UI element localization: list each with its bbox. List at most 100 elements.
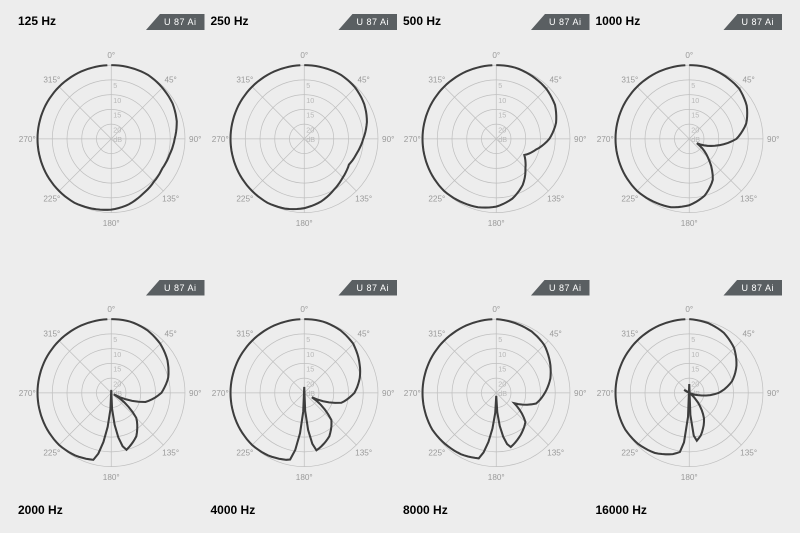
svg-text:dB: dB [691, 136, 700, 144]
svg-text:135°: 135° [547, 194, 564, 203]
svg-text:dB: dB [498, 136, 507, 144]
svg-text:315°: 315° [428, 329, 445, 338]
svg-text:20: 20 [691, 126, 699, 134]
polar-grid: 125 Hz U 87 Ai 0° 45° 90° 135° 180° 225° 270° 315… [0, 0, 800, 533]
svg-text:10: 10 [113, 97, 121, 105]
frequency-label: 16000 Hz [596, 503, 647, 517]
polar-panel-125Hz: 125 HzU 87 Ai0°45°90°135°180°225°270°315… [16, 18, 207, 272]
svg-text:15: 15 [306, 112, 314, 120]
svg-text:135°: 135° [355, 194, 372, 203]
svg-text:0°: 0° [300, 51, 308, 60]
polar-panel-16000Hz: 16000 HzU 87 Ai0°45°90°135°180°225°270°3… [594, 272, 785, 526]
svg-text:15: 15 [306, 365, 314, 373]
svg-text:225°: 225° [236, 448, 253, 457]
svg-text:180°: 180° [680, 219, 697, 228]
svg-text:20: 20 [691, 380, 699, 388]
frequency-label: 125 Hz [18, 14, 56, 28]
svg-text:0°: 0° [107, 304, 115, 313]
svg-text:20: 20 [498, 380, 506, 388]
svg-text:315°: 315° [621, 329, 638, 338]
svg-text:0°: 0° [685, 51, 693, 60]
frequency-label: 500 Hz [403, 14, 441, 28]
frequency-label: 8000 Hz [403, 503, 448, 517]
svg-text:180°: 180° [680, 472, 697, 481]
svg-text:180°: 180° [103, 219, 120, 228]
svg-text:15: 15 [691, 112, 699, 120]
polar-panel-4000Hz: 4000 HzU 87 Ai0°45°90°135°180°225°270°31… [209, 272, 400, 526]
svg-text:20: 20 [306, 126, 314, 134]
svg-text:270°: 270° [211, 388, 228, 397]
svg-text:15: 15 [113, 112, 121, 120]
svg-text:315°: 315° [236, 76, 253, 85]
svg-text:5: 5 [113, 82, 117, 90]
svg-text:10: 10 [113, 350, 121, 358]
svg-text:15: 15 [113, 365, 121, 373]
svg-text:180°: 180° [295, 472, 312, 481]
svg-text:135°: 135° [162, 448, 179, 457]
svg-text:180°: 180° [295, 219, 312, 228]
svg-text:225°: 225° [621, 448, 638, 457]
svg-text:45°: 45° [357, 76, 369, 85]
svg-text:135°: 135° [162, 194, 179, 203]
model-badge: U 87 Ai [338, 14, 397, 30]
svg-text:180°: 180° [488, 219, 505, 228]
polar-panel-2000Hz: 2000 HzU 87 Ai0°45°90°135°180°225°270°31… [16, 272, 207, 526]
svg-text:135°: 135° [740, 448, 757, 457]
svg-text:315°: 315° [43, 329, 60, 338]
svg-text:270°: 270° [211, 135, 228, 144]
svg-text:45°: 45° [164, 76, 176, 85]
frequency-label: 4000 Hz [211, 503, 256, 517]
svg-text:45°: 45° [742, 76, 754, 85]
svg-text:0°: 0° [685, 304, 693, 313]
svg-text:225°: 225° [43, 448, 60, 457]
svg-text:0°: 0° [107, 51, 115, 60]
svg-text:90°: 90° [382, 135, 394, 144]
svg-text:10: 10 [306, 97, 314, 105]
svg-text:45°: 45° [742, 329, 754, 338]
polar-panel-8000Hz: 8000 HzU 87 Ai0°45°90°135°180°225°270°31… [401, 272, 592, 526]
svg-text:90°: 90° [767, 135, 779, 144]
svg-text:15: 15 [691, 365, 699, 373]
svg-text:90°: 90° [382, 388, 394, 397]
svg-text:315°: 315° [236, 329, 253, 338]
svg-text:5: 5 [498, 82, 502, 90]
svg-text:5: 5 [691, 336, 695, 344]
svg-text:5: 5 [306, 336, 310, 344]
svg-text:225°: 225° [236, 194, 253, 203]
svg-text:15: 15 [498, 365, 506, 373]
svg-text:5: 5 [113, 336, 117, 344]
svg-text:270°: 270° [404, 135, 421, 144]
svg-text:270°: 270° [19, 388, 36, 397]
model-badge: U 87 Ai [723, 14, 782, 30]
model-badge: U 87 Ai [146, 14, 205, 30]
frequency-label: 1000 Hz [596, 14, 641, 28]
svg-text:315°: 315° [428, 76, 445, 85]
svg-text:10: 10 [306, 350, 314, 358]
svg-text:45°: 45° [164, 329, 176, 338]
svg-text:90°: 90° [189, 388, 201, 397]
svg-text:225°: 225° [43, 194, 60, 203]
svg-text:180°: 180° [488, 472, 505, 481]
svg-text:90°: 90° [574, 388, 586, 397]
svg-text:45°: 45° [549, 76, 561, 85]
svg-text:45°: 45° [357, 329, 369, 338]
svg-text:315°: 315° [43, 76, 60, 85]
model-badge: U 87 Ai [531, 14, 590, 30]
svg-text:dB: dB [113, 136, 122, 144]
svg-text:90°: 90° [189, 135, 201, 144]
polar-panel-1000Hz: 1000 HzU 87 Ai0°45°90°135°180°225°270°31… [594, 18, 785, 272]
svg-text:180°: 180° [103, 472, 120, 481]
svg-text:270°: 270° [404, 388, 421, 397]
svg-text:225°: 225° [428, 448, 445, 457]
svg-text:20: 20 [306, 380, 314, 388]
svg-text:dB: dB [306, 389, 315, 397]
svg-text:0°: 0° [492, 304, 500, 313]
polar-diagram-sheet: 125 Hz U 87 Ai 0° 45° 90° 135° 180° 225° 270° 315… [0, 0, 800, 533]
svg-text:20: 20 [113, 380, 121, 388]
svg-text:dB: dB [498, 389, 507, 397]
svg-text:135°: 135° [355, 448, 372, 457]
svg-text:270°: 270° [19, 135, 36, 144]
svg-text:10: 10 [691, 350, 699, 358]
svg-text:5: 5 [498, 336, 502, 344]
frequency-label: 2000 Hz [18, 503, 63, 517]
